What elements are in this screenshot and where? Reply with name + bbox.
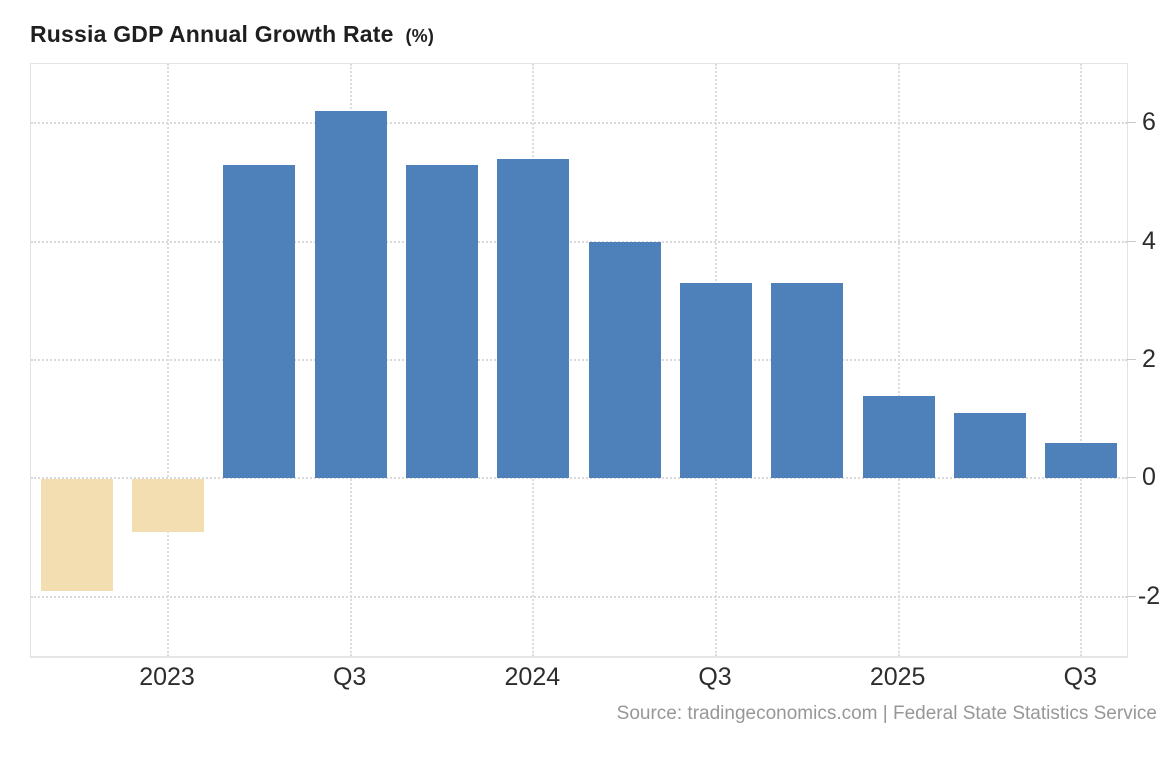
chart-title-text: Russia GDP Annual Growth Rate [30, 21, 394, 47]
y-tick-mark-0 [1127, 477, 1136, 479]
v-gridline-2023-1 [167, 64, 169, 656]
bar-2023-q1 [131, 479, 205, 532]
bar-2025-q2 [953, 413, 1027, 479]
v-gridline-q3-11 [1080, 64, 1083, 656]
x-axis-label-2025-9: 2025 [869, 663, 926, 691]
bar-2023-q4 [405, 164, 479, 479]
bar-2025-q1 [862, 395, 935, 479]
y-tick-mark-4 [1127, 240, 1136, 242]
plot-area [30, 63, 1128, 658]
y-tick-mark-6 [1127, 122, 1136, 124]
x-axis-label-q3-7: Q3 [698, 663, 732, 691]
y-axis-label-4: 4 [1142, 226, 1156, 255]
bar-2024-q4 [771, 283, 844, 479]
chart-title-unit-text: (%) [405, 26, 435, 46]
y-axis-label-2: 2 [1142, 345, 1156, 373]
bar-2023-q3 [314, 111, 387, 479]
bar-2024-q1 [497, 158, 570, 479]
x-axis-label-2023-1: 2023 [139, 663, 195, 691]
h-gridline-0 [31, 477, 1127, 480]
y-tick-mark-2 [1127, 359, 1136, 360]
bar-2023-q2 [223, 164, 296, 479]
h-gridline-6 [31, 122, 1127, 125]
bar-2024-q3 [679, 283, 753, 479]
source-attribution: Source: tradingeconomics.com | Federal S… [616, 703, 1157, 724]
bar-2022-q4 [40, 479, 113, 591]
h-gridline--2 [31, 595, 1127, 598]
y-axis-label-0: 0 [1142, 463, 1156, 492]
bar-2024-q2 [588, 241, 661, 479]
x-axis-label-q3-11: Q3 [1063, 663, 1097, 691]
chart-title: Russia GDP Annual Growth Rate (%) [30, 21, 434, 48]
h-gridline-4 [31, 240, 1127, 243]
v-gridline-2025-9 [897, 64, 900, 656]
y-axis-label-6: 6 [1142, 108, 1156, 137]
x-axis-label-q3-3: Q3 [332, 663, 367, 691]
bar-2025-q3 [1045, 442, 1118, 479]
y-tick-mark--2 [1127, 595, 1136, 597]
y-axis-label--2: -2 [1137, 581, 1161, 610]
h-gridline-2 [31, 359, 1127, 361]
x-axis-label-2024-5: 2024 [504, 663, 561, 691]
